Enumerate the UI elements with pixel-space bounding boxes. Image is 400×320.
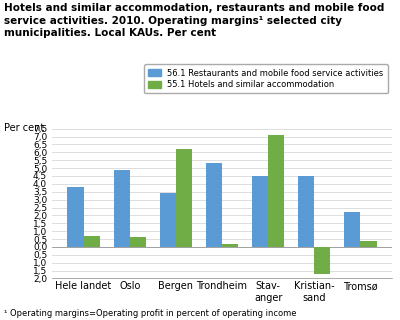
- Bar: [268, 135, 284, 247]
- Legend: 56.1 Restaurants and mobile food service activities, 55.1 Hotels and similar acc: 56.1 Restaurants and mobile food service…: [144, 64, 388, 93]
- Text: Per cent: Per cent: [4, 123, 44, 133]
- Bar: [84, 236, 100, 247]
- Bar: [222, 244, 238, 247]
- Bar: [176, 149, 192, 247]
- Bar: [360, 241, 376, 247]
- Bar: [160, 193, 176, 247]
- Bar: [298, 176, 314, 247]
- Bar: [130, 237, 146, 247]
- Text: ¹ Operating margins=Operating profit in percent of operating income: ¹ Operating margins=Operating profit in …: [4, 309, 296, 318]
- Bar: [344, 212, 360, 247]
- Bar: [252, 176, 268, 247]
- Bar: [68, 187, 84, 247]
- Bar: [114, 170, 130, 247]
- Bar: [314, 247, 330, 274]
- Bar: [206, 164, 222, 247]
- Text: Hotels and similar accommodation, restaurants and mobile food
service activities: Hotels and similar accommodation, restau…: [4, 3, 384, 38]
